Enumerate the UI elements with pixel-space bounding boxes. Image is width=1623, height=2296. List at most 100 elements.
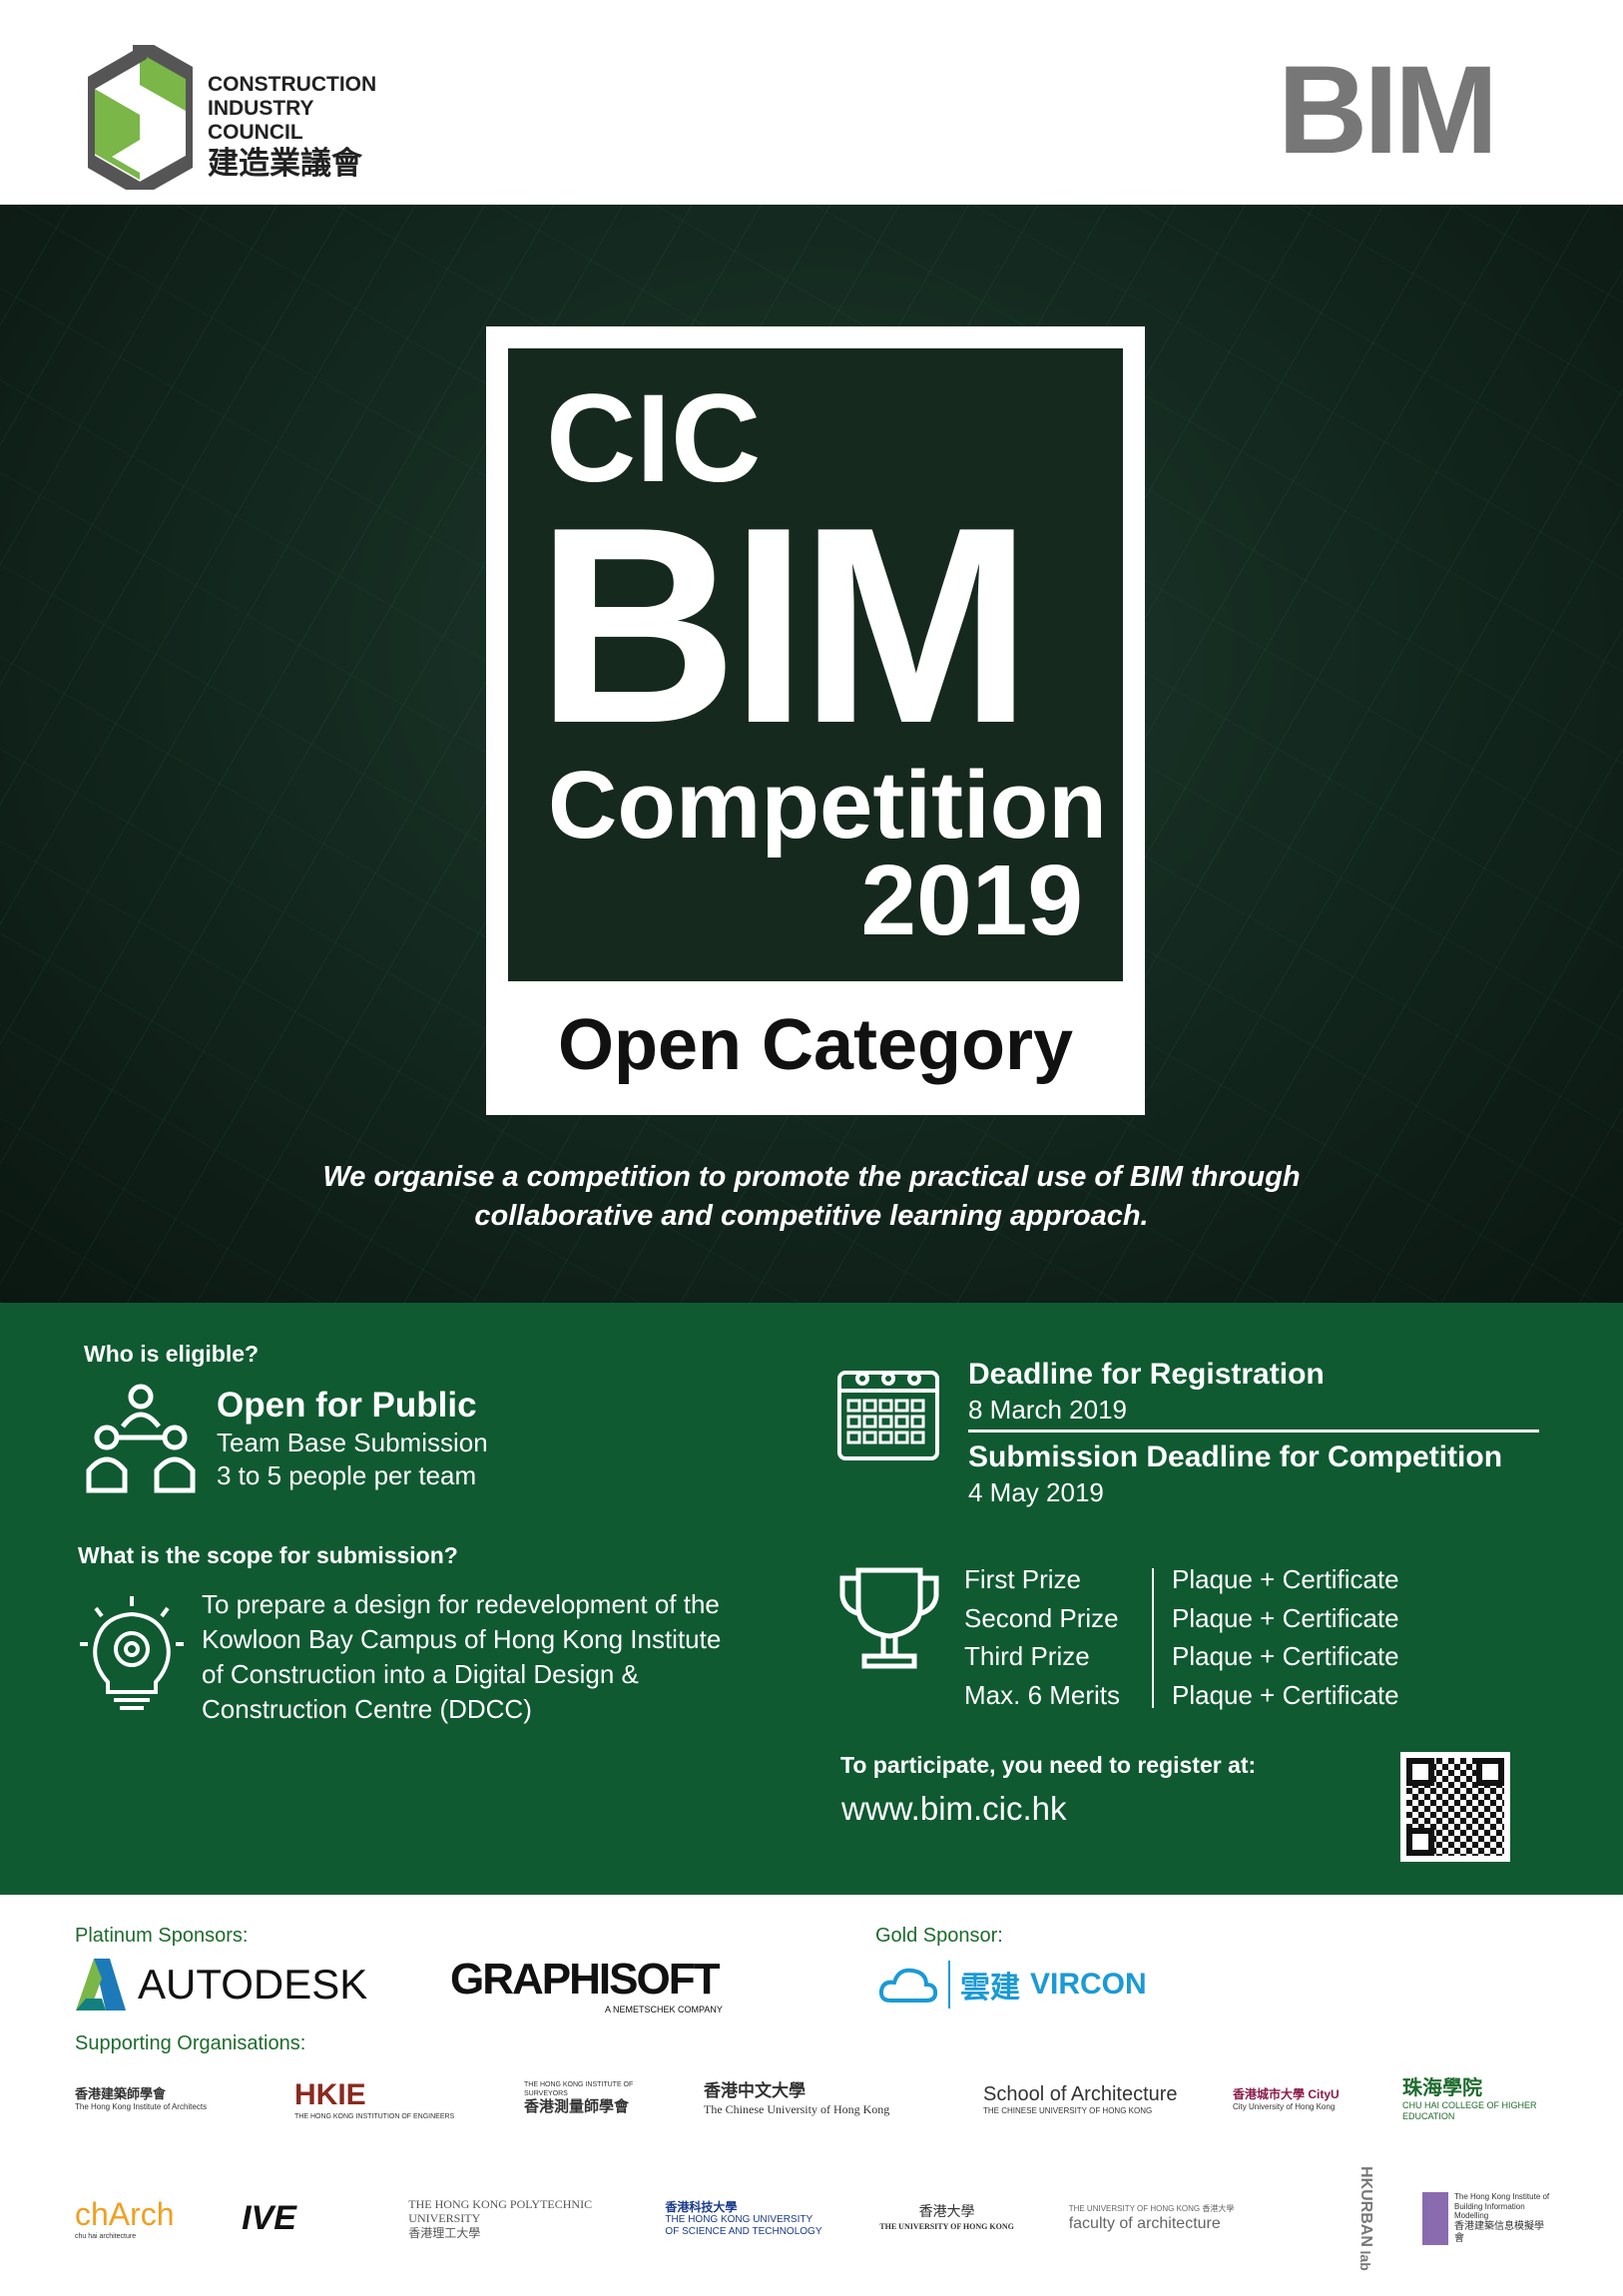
org-name-en: THE HONG KONG INSTITUTE OF SURVEYORS — [524, 2081, 634, 2097]
prize-name: Max. 6 Merits — [964, 1679, 1121, 1710]
org-name-cn: 香港建築師學會 — [75, 2086, 167, 2102]
vircon-chinese: 雲建 — [960, 1972, 1020, 2005]
hkust-logo: 香港科技大學 THE HONG KONG UNIVERSITY OF SCIENC… — [665, 2199, 824, 2239]
scope-description: To prepare a design for redevelopment of… — [202, 1587, 721, 1727]
ive-logo: IVE — [242, 2198, 361, 2239]
info-section: Who is eligible? Open for Public Team Ba… — [0, 1303, 1623, 1895]
cic-logo: CONSTRUCTION INDUSTRY COUNCIL 建造業議會 — [88, 45, 407, 190]
prize-row: Third Prize Plaque + Certificate — [964, 1637, 1399, 1676]
org-name: HKURBAN — [1356, 2166, 1374, 2247]
prize-award: Plaque + Certificate — [1172, 1679, 1399, 1710]
submission-deadline-title: Submission Deadline for Competition — [968, 1440, 1503, 1473]
registration-url-link[interactable]: www.bim.cic.hk — [841, 1790, 1067, 1827]
org-name-cn: 香港理工大學 — [408, 2225, 481, 2240]
polyu-logo: THE HONG KONG POLYTECHNIC UNIVERSITY 香港理工… — [408, 2197, 618, 2240]
hero-banner: CIC BIM Competition 2019 Open Category W… — [0, 205, 1623, 1303]
prize-row: Second Prize Plaque + Certificate — [964, 1599, 1399, 1638]
graphisoft-logo: GRAPHISOFT A NEMETSCHEK COMPANY — [450, 1955, 750, 2014]
org-name-cn: 香港大學 — [918, 2205, 975, 2221]
cic-name-line2: INDUSTRY COUNCIL — [208, 97, 314, 144]
org-name-en: CHU HAI COLLEGE OF HIGHER EDUCATION — [1402, 2100, 1537, 2121]
org-name-cn: 香港城市大學 CityU — [1233, 2087, 1340, 2102]
platinum-sponsors-label: Platinum Sponsors: — [75, 1925, 249, 1947]
autodesk-mark-icon — [76, 1959, 126, 2010]
org-name-cn: 香港科技大學 — [665, 2199, 738, 2214]
prize-award: Plaque + Certificate — [1172, 1564, 1399, 1594]
eligible-title: Open for Public — [217, 1386, 477, 1425]
charch-logo: chArch chu hai architecture — [75, 2195, 195, 2242]
autodesk-text: AUTODESK — [138, 1961, 368, 2008]
prize-name: Third Prize — [964, 1641, 1090, 1671]
org-name-en: THE UNIVERSITY OF HONG KONG — [879, 2221, 1014, 2231]
cityu-logo: 香港城市大學 CityU City University of Hong Kong — [1233, 2086, 1372, 2111]
org-name-cn: 香港測量師學會 — [524, 2098, 630, 2116]
title-competition: Competition — [548, 752, 1107, 859]
hkia-logo: 香港建築師學會 The Hong Kong Institute of Archit… — [75, 2086, 265, 2111]
prize-row: First Prize Plaque + Certificate — [964, 1560, 1399, 1599]
cic-name-line1: CONSTRUCTION — [208, 73, 377, 96]
graphisoft-text: GRAPHISOFT — [450, 1955, 720, 2004]
cuhk-logo: 香港中文大學 The Chinese University of Hong Kon… — [704, 2081, 953, 2116]
org-name-en: THE HONG KONG POLYTECHNIC UNIVERSITY — [408, 2196, 593, 2226]
scope-line: Construction Centre (DDCC) — [202, 1694, 532, 1724]
prize-table: First Prize Plaque + Certificate Second P… — [964, 1560, 1399, 1714]
hkie-logo: HKIE THE HONG KONG INSTITUTION OF ENGINEE… — [294, 2077, 494, 2121]
org-name-sub: lab — [1356, 2250, 1373, 2271]
vircon-logo: 雲建 VIRCON — [878, 1961, 1147, 2009]
graphisoft-subtitle: A NEMETSCHEK COMPANY — [605, 2005, 723, 2014]
hku-logo: 香港大學 THE UNIVERSITY OF HONG KONG — [872, 2205, 1022, 2231]
eligible-line1: Team Base Submission — [217, 1428, 488, 1457]
hkurban-lab-logo: HKURBAN lab — [1346, 2166, 1375, 2271]
cloud-icon — [878, 1968, 938, 2003]
prize-name: Second Prize — [964, 1602, 1119, 1633]
tagline: We organise a competition to promote the… — [0, 1158, 1623, 1236]
org-name-en: chu hai architecture — [75, 2233, 137, 2241]
title-frame: CIC BIM Competition 2019 Open Category — [486, 326, 1145, 1115]
org-name-en: The Hong Kong Institute of Architects — [75, 2101, 208, 2111]
divider — [968, 1430, 1539, 1433]
hkibim-logo: The Hong Kong Institute of Building Info… — [1421, 2191, 1552, 2245]
org-name-cn: chArch — [75, 2195, 175, 2232]
scope-line: of Construction into a Digital Design & — [202, 1659, 639, 1689]
autodesk-logo: AUTODESK — [76, 1959, 367, 2010]
registration-deadline-date: 8 March 2019 — [968, 1395, 1127, 1425]
eligible-heading: Who is eligible? — [84, 1341, 260, 1367]
org-name-cn: faculty of architecture — [1068, 2214, 1221, 2232]
scope-heading: What is the scope for submission? — [78, 1542, 458, 1568]
qr-code-icon[interactable] — [1400, 1752, 1510, 1862]
supporting-logos-row2: chArch chu hai architecture IVE THE HONG … — [75, 2166, 1552, 2271]
org-name-en: THE CHINESE UNIVERSITY OF HONG KONG — [983, 2106, 1153, 2115]
lightbulb-gear-icon — [80, 1596, 184, 1710]
open-category-label: Open Category — [557, 1005, 1074, 1085]
tagline-line2: collaborative and competitive learning a… — [474, 1200, 1149, 1232]
org-name-en: The Hong Kong Institute of Building Info… — [1453, 2191, 1550, 2221]
org-name-en: City University of Hong Kong — [1233, 2101, 1336, 2111]
prize-award: Plaque + Certificate — [1172, 1641, 1399, 1671]
org-name-cn: School of Architecture — [983, 2083, 1178, 2105]
org-name-cn: HKIE — [294, 2077, 366, 2111]
submission-deadline-date: 4 May 2019 — [968, 1477, 1104, 1507]
tagline-line1: We organise a competition to promote the… — [322, 1161, 1301, 1193]
prize-row: Max. 6 Merits Plaque + Certificate — [964, 1676, 1399, 1715]
cic-name-chinese: 建造業議會 — [208, 146, 362, 181]
vircon-text: VIRCON — [1030, 1968, 1147, 2001]
supporting-organisations-label: Supporting Organisations: — [75, 2032, 306, 2054]
org-name-cn: IVE — [242, 2198, 296, 2237]
cuhk-architecture-logo: School of Architecture THE CHINESE UNIVER… — [983, 2082, 1203, 2116]
org-name-en: THE UNIVERSITY OF HONG KONG 香港大學 — [1068, 2203, 1235, 2213]
calendar-icon — [837, 1371, 939, 1460]
register-instruction: To participate, you need to register at: — [840, 1752, 1257, 1778]
cic-logo-mark-icon — [88, 45, 193, 190]
people-icon — [86, 1384, 196, 1493]
bim-logo: BIM — [1278, 41, 1498, 180]
trophy-icon — [839, 1567, 939, 1669]
org-name-en: THE HONG KONG INSTITUTION OF ENGINEERS — [294, 2112, 455, 2120]
prize-name: First Prize — [964, 1564, 1081, 1594]
scope-line: To prepare a design for redevelopment of… — [202, 1589, 720, 1619]
sponsors-section: Platinum Sponsors: AUTODESK GRAPHISOFT A… — [0, 1895, 1623, 2296]
org-name-cn: 香港中文大學 — [704, 2081, 806, 2101]
header: CONSTRUCTION INDUSTRY COUNCIL 建造業議會 BIM — [0, 0, 1623, 205]
scope-line: Kowloon Bay Campus of Hong Kong Institut… — [202, 1624, 722, 1654]
hkis-logo: THE HONG KONG INSTITUTE OF SURVEYORS 香港測量… — [524, 2081, 674, 2116]
title-year: 2019 — [860, 845, 1083, 956]
